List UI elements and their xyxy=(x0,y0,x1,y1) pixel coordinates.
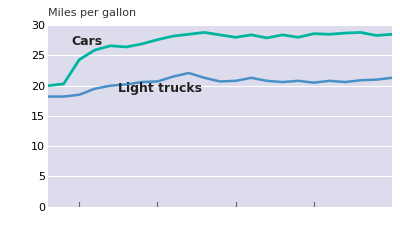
Text: 1990: 1990 xyxy=(220,227,251,237)
Text: 1995: 1995 xyxy=(298,227,329,237)
Text: Miles per gallon: Miles per gallon xyxy=(48,8,136,18)
Text: Light trucks: Light trucks xyxy=(118,82,202,95)
Text: 1978: 1978 xyxy=(32,227,64,237)
Text: 2000: 2000 xyxy=(377,227,400,237)
Text: Cars: Cars xyxy=(72,35,102,48)
Text: 1985: 1985 xyxy=(142,227,173,237)
Text: 1980: 1980 xyxy=(64,227,95,237)
